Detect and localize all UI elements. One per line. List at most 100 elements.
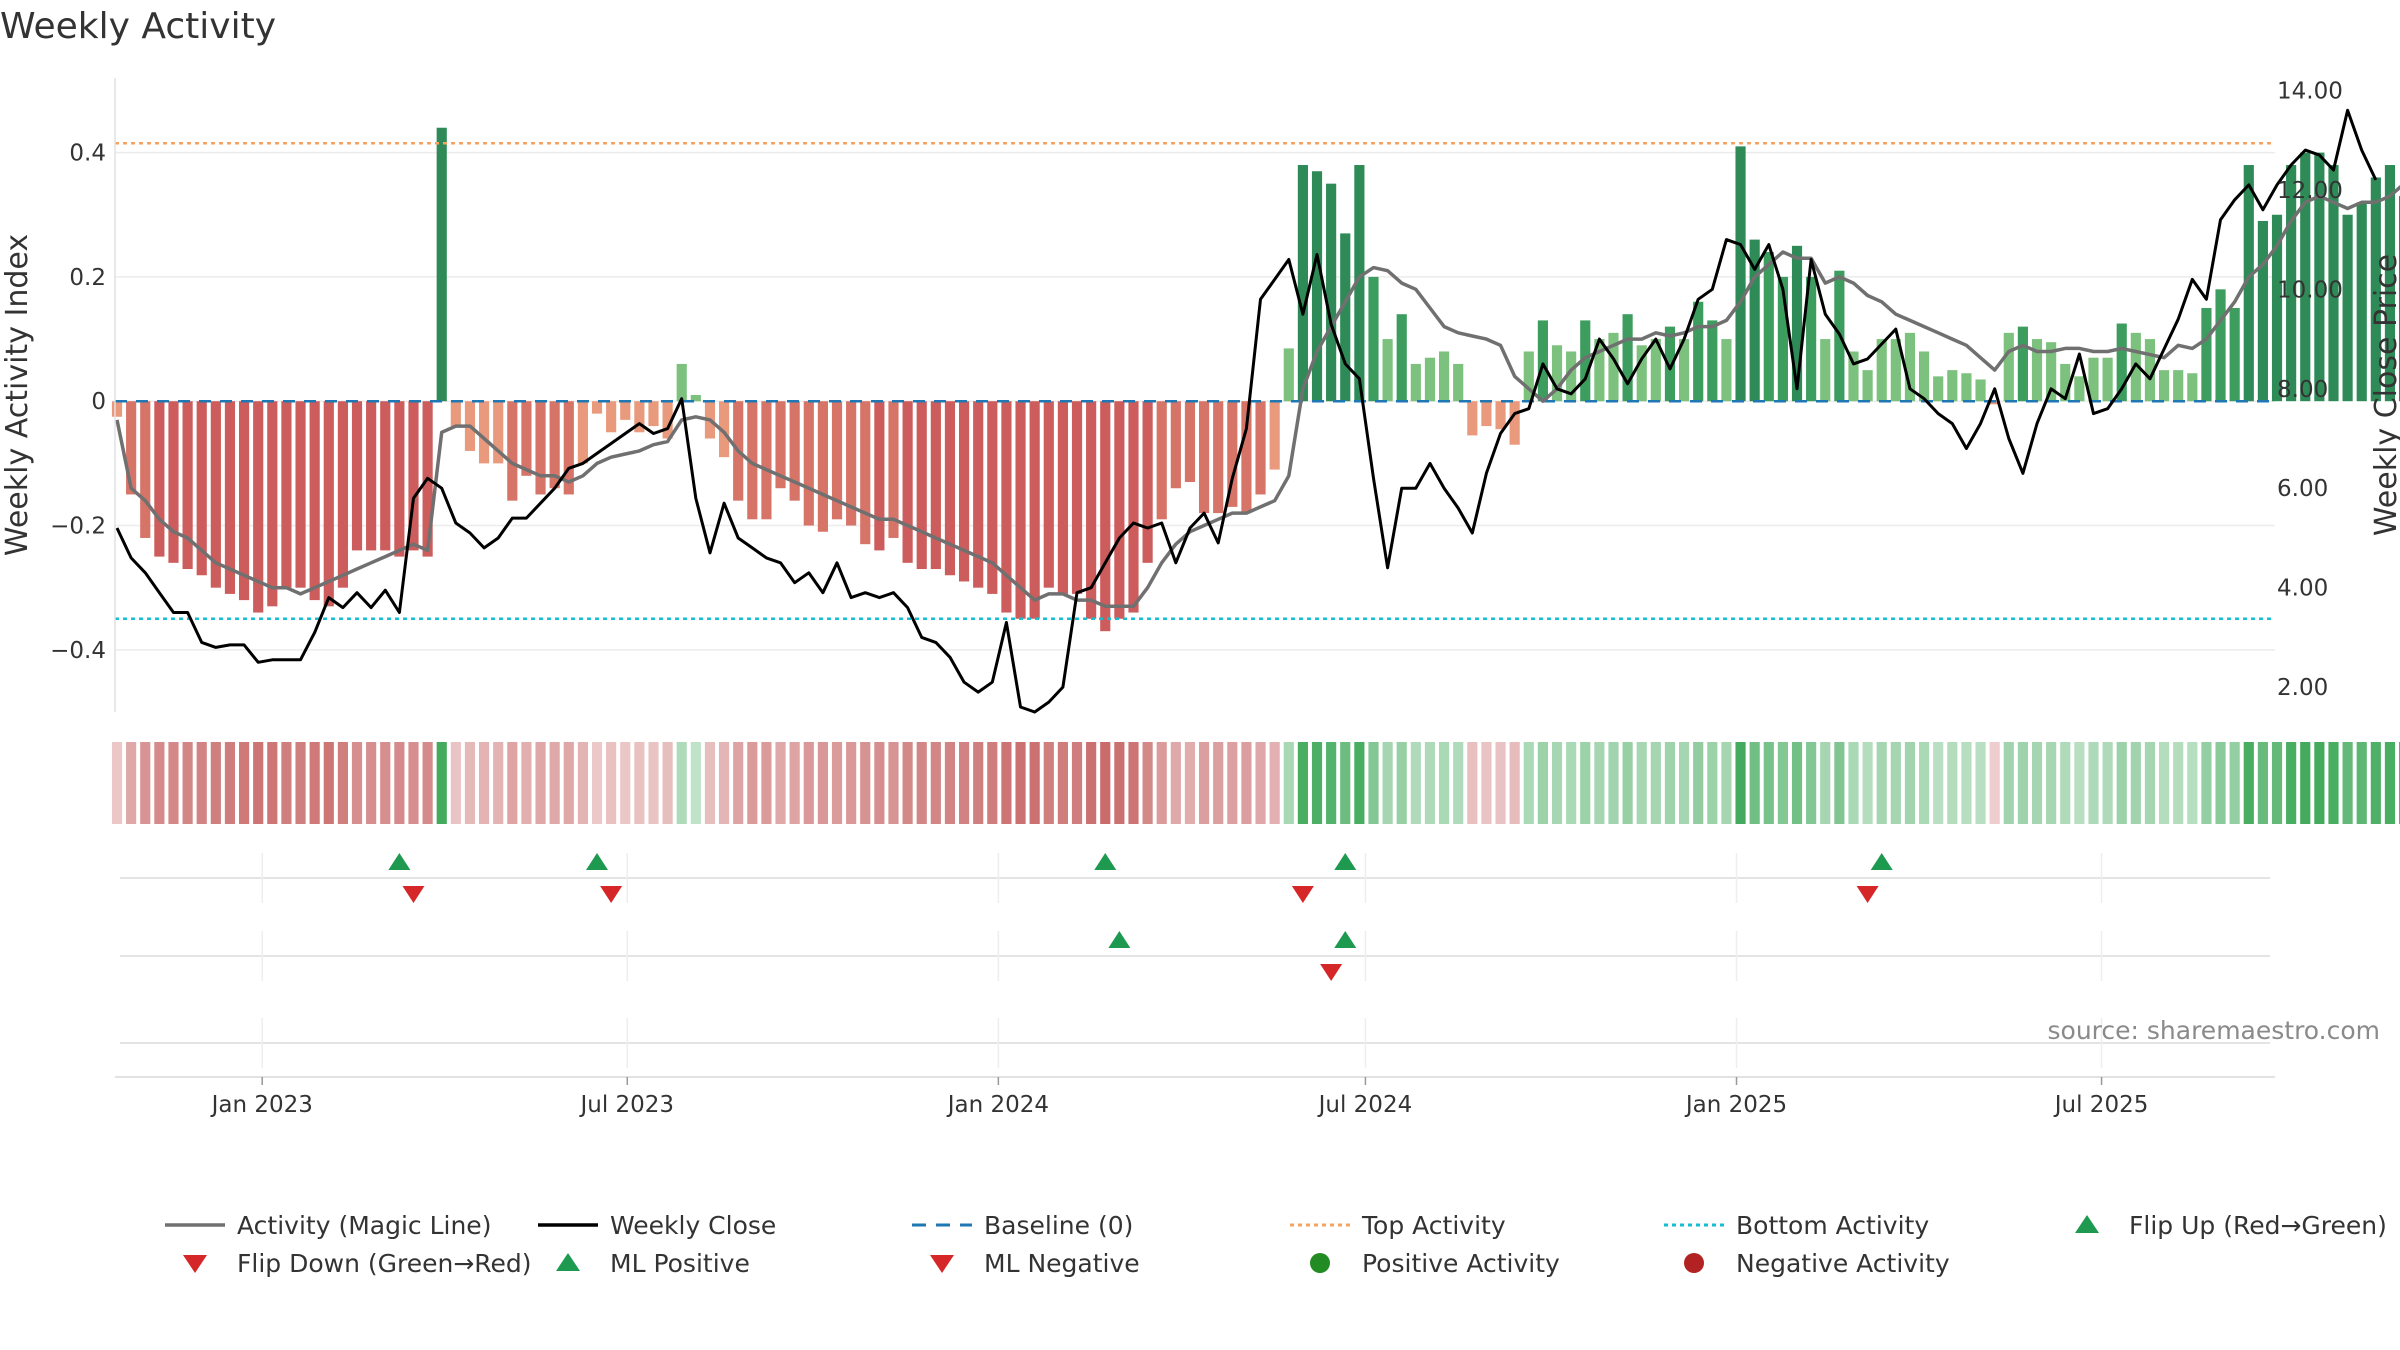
heat-strip-cell [718,742,730,824]
flip-down-marker [402,886,425,903]
x-tick-label: Jan 2024 [946,1092,1049,1118]
activity-bar [1453,363,1464,402]
legend-label: ML Positive [610,1249,750,1278]
activity-bar [493,401,504,464]
heat-strip-cell [2173,742,2184,824]
heat-strip-cell [1269,742,1280,824]
heat-strip-cell [1961,742,1972,824]
activity-bar [1806,276,1817,402]
heat-strip-cell [662,742,673,824]
heat-strip-cell [1904,742,1916,824]
heat-strip-cell [1580,742,1591,824]
activity-bars [111,127,2400,632]
heat-strip-cell [987,742,998,824]
activity-bar [1650,339,1661,402]
activity-bar [1707,320,1718,402]
activity-bar [1933,376,1944,402]
heat-strip-cell [1156,742,1167,824]
activity-bar [2215,289,2226,402]
heat-strip-cell [2398,742,2400,824]
activity-bar [846,401,857,526]
heat-strip-cell [1523,742,1534,824]
heat-strip-cell [1495,742,1506,824]
heat-strip-cell [1537,742,1548,824]
heat-strip-cell [1608,742,1619,824]
heat-strip-cell [591,742,603,824]
activity-bar [1989,401,2000,405]
heat-strip-cell [1890,742,1901,824]
y2-tick-label: 10.00 [2277,277,2343,303]
activity-bar [958,401,970,582]
activity-bar [168,401,179,563]
heat-strip-cell [2243,742,2254,824]
activity-bar [408,401,419,551]
heat-strip-cell [930,742,941,824]
triangle-down-icon [183,1255,207,1273]
heat-strip-cell [2370,742,2381,824]
heat-strip-cell [436,742,447,824]
activity-bar [1438,351,1450,402]
heat-strip-cell [2088,742,2099,824]
activity-bar [323,401,334,607]
activity-bar [1721,339,1732,402]
y2-tick-label: 8.00 [2277,377,2328,403]
activity-bar [662,401,673,439]
heat-strip-cell [1213,742,1224,824]
activity-bar [1100,401,1111,632]
heat-strip-cell [1678,742,1690,824]
heat-strip-cell [1340,742,1351,824]
activity-bar [1340,233,1351,402]
activity-bar [1594,339,1605,402]
heat-strip-cell [2356,742,2367,824]
activity-bar [563,401,574,495]
activity-bar [2102,357,2113,402]
heat-strip-cell [1283,742,1294,824]
x-tick-label: Jul 2025 [2053,1092,2149,1118]
activity-bar [238,401,250,601]
activity-bar [718,401,730,458]
activity-bar [1523,351,1534,402]
activity-bar [182,401,193,570]
activity-bar [1749,239,1760,402]
activity-bar [295,401,306,588]
heat-strip-cell [1806,742,1817,824]
heat-strip-cell [1834,742,1845,824]
legend-item: Bottom Activity [1664,1211,1929,1240]
activity-bar [1354,165,1365,402]
heat-strip-cell [2384,742,2396,824]
activity-bar [1876,339,1887,402]
heat-strip-cell [1029,742,1040,824]
activity-bar [1255,401,1266,495]
heat-strip-cell [1015,742,1026,824]
heat-strip-cell [2328,742,2339,824]
heat-strip-cell [1170,742,1181,824]
activity-bar [1283,348,1294,402]
heat-strip-cell [337,742,348,824]
x-tick-label: Jul 2024 [1317,1092,1413,1118]
heat-strip-cell [1198,742,1210,824]
activity-bar [281,401,292,588]
y2-tick-label: 14.00 [2277,78,2343,104]
activity-bar [577,401,588,464]
legend-label: Top Activity [1361,1211,1506,1240]
heat-strip-cell [238,742,250,824]
heat-strip-cell [450,742,461,824]
activity-bar [253,401,264,613]
activity-bar [1678,339,1690,402]
heat-strip-cell [196,742,207,824]
heat-strip-cell [958,742,970,824]
legend-item: Activity (Magic Line) [165,1211,491,1240]
series-lines [115,108,2400,714]
activity-bar [1156,401,1167,520]
signal-markers [120,853,2270,1068]
axes: 0.4 0.2 0 −0.2 −0.4 14.00 12.00 10.00 8.00 6.00 4.… [0,78,2400,712]
heat-strip-cell [704,742,716,824]
legend-label: Activity (Magic Line) [237,1211,491,1240]
activity-bar [478,401,490,464]
activity-bar [817,401,828,532]
heat-strip-cell [1128,742,1139,824]
activity-bar [2173,370,2184,402]
heat-strip-cell [1848,742,1859,824]
flip-up-marker [388,853,411,870]
activity-bar [690,395,701,402]
